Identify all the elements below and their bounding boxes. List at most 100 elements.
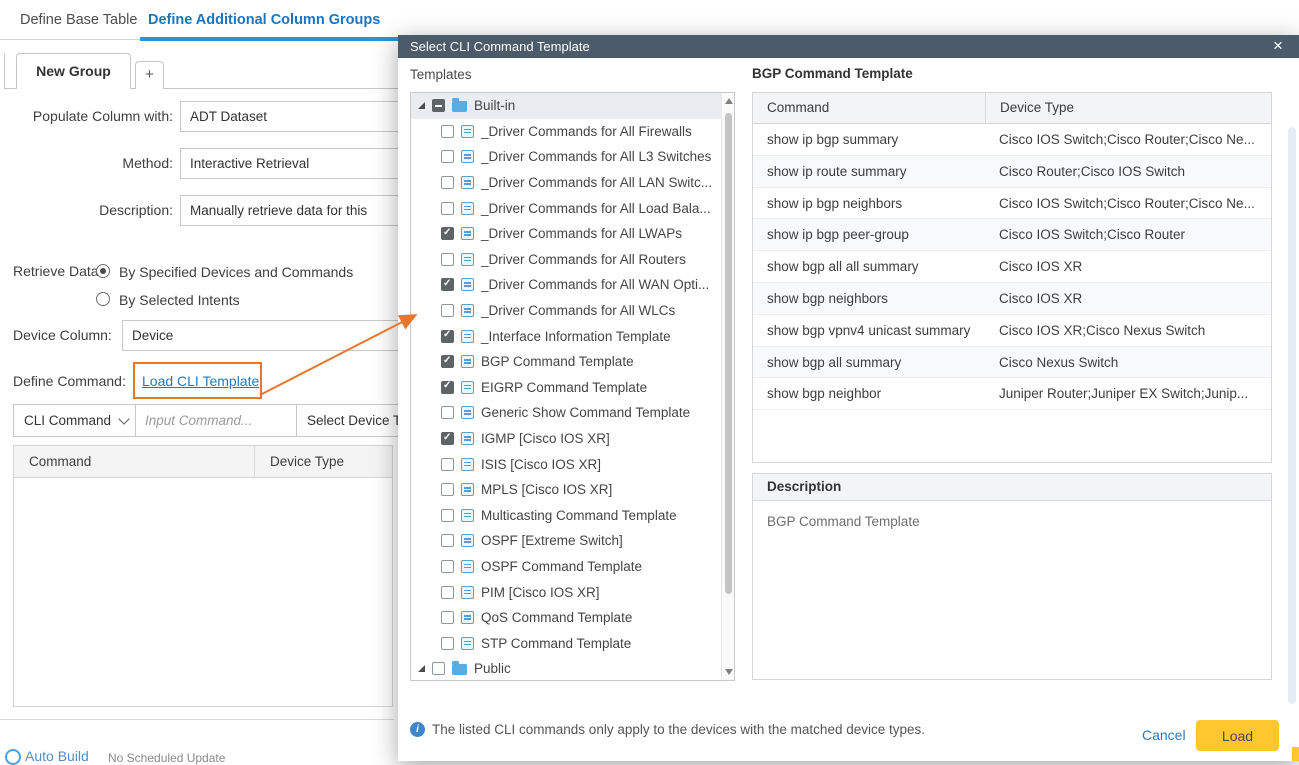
tree-item[interactable]: STP Command Template (411, 630, 721, 656)
load-button[interactable]: Load (1196, 720, 1279, 751)
select-device-type-dropdown[interactable]: Select Device T (296, 404, 400, 437)
tree-scrollbar[interactable] (721, 93, 734, 680)
select-device-type-label: Select Device T (307, 413, 400, 428)
radio-by-selected-intents[interactable] (96, 292, 110, 306)
clipped-button-fragment[interactable] (1292, 747, 1299, 761)
template-doc-icon (461, 458, 474, 471)
checkbox[interactable] (441, 483, 454, 496)
checkbox[interactable] (441, 586, 454, 599)
checkbox[interactable] (441, 637, 454, 650)
checkbox[interactable] (441, 253, 454, 266)
auto-build-link[interactable]: Auto Build (25, 748, 89, 764)
page-scrollbar-strip[interactable] (1288, 127, 1296, 704)
description-input[interactable] (180, 195, 400, 226)
auto-build-toggle-icon[interactable] (5, 749, 21, 765)
command-cell: show bgp neighbor (753, 378, 985, 409)
cancel-button[interactable]: Cancel (1142, 727, 1186, 743)
tree-item[interactable]: _Driver Commands for All WAN Opti... (411, 272, 721, 298)
command-cell: show bgp all all summary (753, 251, 985, 282)
add-group-tab[interactable]: + (135, 61, 164, 89)
template-command-table: Command Device Type show ip bgp summaryC… (752, 92, 1272, 463)
tab-define-additional-column-groups[interactable]: Define Additional Column Groups (148, 12, 380, 28)
cli-command-type-dropdown[interactable]: CLI Command (13, 404, 136, 437)
tree-item[interactable]: ISIS [Cisco IOS XR] (411, 451, 721, 477)
tree-item[interactable]: OSPF Command Template (411, 554, 721, 580)
tree-item[interactable]: Generic Show Command Template (411, 400, 721, 426)
checkbox[interactable] (432, 662, 445, 675)
checkbox[interactable] (441, 227, 454, 240)
scroll-down-icon[interactable] (725, 669, 733, 675)
table-row[interactable]: show bgp all summaryCisco Nexus Switch (753, 347, 1271, 379)
expander-icon[interactable] (418, 102, 425, 109)
tree-item[interactable]: BGP Command Template (411, 349, 721, 375)
checkbox[interactable] (441, 534, 454, 547)
tree-item[interactable]: _Driver Commands for All Firewalls (411, 119, 721, 145)
checkbox[interactable] (441, 125, 454, 138)
checkbox[interactable] (441, 458, 454, 471)
command-column-header[interactable]: Command (14, 446, 254, 477)
table-row[interactable]: show ip bgp summaryCisco IOS Switch;Cisc… (753, 124, 1271, 156)
tree-item-label: _Driver Commands for All WLCs (481, 303, 675, 318)
populate-column-input[interactable] (180, 101, 400, 132)
command-cell: show ip bgp peer-group (753, 219, 985, 250)
checkbox[interactable] (441, 509, 454, 522)
template-doc-icon (461, 560, 474, 573)
tree-item[interactable]: EIGRP Command Template (411, 375, 721, 401)
table-row[interactable]: show ip bgp neighborsCisco IOS Switch;Ci… (753, 188, 1271, 220)
tree-item[interactable]: PIM [Cisco IOS XR] (411, 579, 721, 605)
select-cli-command-template-dialog: Select CLI Command Template × Templates … (398, 35, 1299, 761)
table-row[interactable]: show ip route summaryCisco Router;Cisco … (753, 156, 1271, 188)
template-doc-icon (461, 637, 474, 650)
method-input[interactable] (180, 148, 400, 179)
tree-item[interactable]: _Driver Commands for All LWAPs (411, 221, 721, 247)
tree-item[interactable]: _Driver Commands for All LAN Switc... (411, 170, 721, 196)
table-row[interactable]: show bgp vpnv4 unicast summaryCisco IOS … (753, 315, 1271, 347)
checkbox[interactable] (441, 278, 454, 291)
device-type-column-header[interactable]: Device Type (254, 446, 392, 477)
command-column-header[interactable]: Command (753, 93, 985, 123)
expander-icon[interactable] (418, 665, 425, 672)
checkbox[interactable] (441, 304, 454, 317)
table-row[interactable]: show ip bgp peer-groupCisco IOS Switch;C… (753, 219, 1271, 251)
tree-item[interactable]: MPLS [Cisco IOS XR] (411, 477, 721, 503)
table-row[interactable]: show bgp all all summaryCisco IOS XR (753, 251, 1271, 283)
description-header: Description (753, 474, 1271, 501)
tree-item[interactable]: OSPF [Extreme Switch] (411, 528, 721, 554)
checkbox[interactable] (441, 406, 454, 419)
checkbox[interactable] (441, 432, 454, 445)
command-cell: show ip bgp neighbors (753, 188, 985, 219)
checkbox[interactable] (432, 99, 445, 112)
checkbox[interactable] (441, 330, 454, 343)
tree-item[interactable]: _Driver Commands for All Routers (411, 247, 721, 273)
tree-item[interactable]: IGMP [Cisco IOS XR] (411, 426, 721, 452)
table-row[interactable]: show bgp neighborsCisco IOS XR (753, 283, 1271, 315)
checkbox[interactable] (441, 150, 454, 163)
tree-item[interactable]: _Interface Information Template (411, 323, 721, 349)
tab-define-base-table[interactable]: Define Base Table (20, 12, 137, 28)
device-type-cell: Cisco IOS Switch;Cisco Router;Cisco Ne..… (985, 188, 1271, 219)
checkbox[interactable] (441, 355, 454, 368)
checkbox[interactable] (441, 560, 454, 573)
checkbox[interactable] (441, 611, 454, 624)
tree-item-label: IGMP [Cisco IOS XR] (481, 431, 610, 446)
tree-item[interactable]: _Driver Commands for All L3 Switches (411, 144, 721, 170)
close-icon[interactable]: × (1267, 35, 1289, 57)
command-input[interactable] (135, 404, 297, 437)
table-row[interactable]: show bgp neighborJuniper Router;Juniper … (753, 378, 1271, 410)
checkbox[interactable] (441, 176, 454, 189)
tree-item[interactable]: _Driver Commands for All WLCs (411, 298, 721, 324)
tree-item[interactable]: Multicasting Command Template (411, 503, 721, 529)
device-type-column-header[interactable]: Device Type (985, 93, 1271, 123)
method-label: Method: (0, 148, 173, 179)
radio-by-specified-devices[interactable] (96, 264, 110, 278)
tab-new-group[interactable]: New Group (16, 53, 131, 89)
scrollbar-thumb[interactable] (725, 113, 732, 594)
tree-item[interactable]: _Driver Commands for All Load Bala... (411, 195, 721, 221)
device-column-input[interactable] (122, 320, 400, 351)
tree-node-built-in[interactable]: Built-in (411, 93, 721, 119)
scroll-up-icon[interactable] (725, 98, 733, 104)
tree-item[interactable]: QoS Command Template (411, 605, 721, 631)
checkbox[interactable] (441, 202, 454, 215)
tree-node-public[interactable]: Public (411, 656, 721, 681)
checkbox[interactable] (441, 381, 454, 394)
